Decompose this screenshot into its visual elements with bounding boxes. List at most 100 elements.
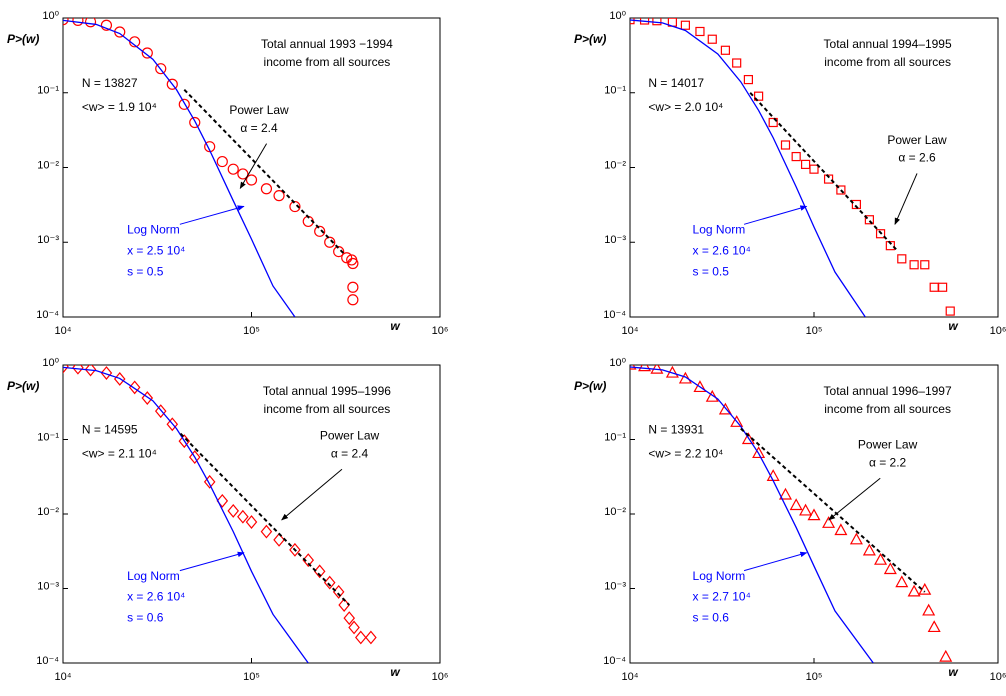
- annotation-x: x = 2.7 10⁴: [693, 590, 751, 604]
- data-point: [836, 185, 846, 195]
- data-point: [897, 254, 907, 264]
- data-point: [348, 620, 360, 635]
- lognormal-curve: [630, 19, 866, 317]
- power-law-arrow: [239, 143, 268, 190]
- x-tick-label: 10⁵: [806, 325, 823, 337]
- lognormal-curve: [630, 366, 874, 663]
- y-tick-label: 10⁻²: [604, 506, 626, 518]
- y-tick-label: 10⁻¹: [604, 85, 626, 97]
- x-tick-label: 10⁵: [243, 671, 260, 683]
- panel-subtitle: income from all sources: [824, 55, 951, 69]
- y-tick-label: 10⁻¹: [37, 431, 59, 443]
- x-axis-label: w: [390, 665, 400, 679]
- data-point: [245, 174, 258, 186]
- data-point: [237, 168, 249, 180]
- data-point: [188, 450, 201, 465]
- plot-frame: [62, 17, 441, 318]
- y-axis-label: P>(w): [574, 32, 606, 46]
- data-point: [341, 252, 353, 264]
- panel: 10⁴ 10⁵ 10⁶ 10⁻⁴ 10⁻³ 10⁻² 10⁻¹ 10⁰ w P>(w) Total …: [7, 10, 448, 337]
- data-point: [323, 575, 336, 590]
- data-point: [154, 404, 167, 419]
- y-tick-label: 10⁰: [42, 357, 59, 369]
- y-tick-label: 10⁻⁴: [603, 309, 626, 321]
- data-point: [302, 553, 315, 568]
- panel-title: Total annual 1996–1997: [824, 384, 952, 398]
- data-point: [245, 515, 258, 529]
- y-tick-label: 10⁻³: [604, 580, 626, 592]
- y-axis-label: P>(w): [7, 379, 39, 393]
- data-point: [938, 282, 948, 292]
- data-point: [289, 200, 301, 213]
- data-point: [84, 18, 97, 28]
- data-point: [875, 229, 886, 239]
- data-point: [695, 26, 705, 37]
- x-tick-label: 10⁵: [243, 325, 260, 337]
- data-point: [920, 260, 930, 270]
- data-point: [324, 236, 336, 248]
- data-point: [650, 365, 664, 374]
- lognormal-curve: [63, 366, 309, 663]
- data-point: [849, 532, 863, 545]
- data-point: [227, 163, 239, 175]
- data-point: [768, 117, 778, 128]
- y-tick-label: 10⁻⁴: [36, 309, 59, 321]
- plot-frame: [629, 17, 999, 318]
- x-tick-label: 10⁴: [622, 325, 639, 337]
- panel-subtitle: income from all sources: [264, 55, 391, 69]
- power-law-line: [749, 92, 898, 251]
- annotation-x: x = 2.5 10⁴: [127, 243, 185, 257]
- data-point: [718, 402, 732, 415]
- x-tick-label: 10⁶: [990, 325, 1006, 337]
- x-axis-label: w: [948, 319, 958, 333]
- annotation-mean: <w> = 2.0 10⁴: [648, 100, 723, 114]
- data-point: [766, 469, 780, 481]
- annotation-power-law: Power Law: [229, 103, 289, 117]
- data-point: [789, 498, 803, 511]
- log-norm-arrow: [743, 205, 808, 225]
- annotation-log-norm: Log Norm: [693, 569, 746, 583]
- data-point: [333, 245, 345, 258]
- data-point: [743, 74, 753, 85]
- annotation-alpha: α = 2.4: [331, 447, 369, 461]
- data-point: [918, 582, 932, 595]
- data-point: [63, 18, 69, 26]
- panel-title: Total annual 1994–1995: [824, 37, 952, 51]
- annotation-x: x = 2.6 10⁴: [127, 590, 185, 604]
- annotation-s: s = 0.5: [693, 264, 730, 278]
- y-tick-label: 10⁻¹: [604, 431, 626, 443]
- data-point: [273, 532, 285, 547]
- annotation-mean: <w> = 2.1 10⁴: [82, 447, 157, 461]
- data-point: [338, 598, 350, 612]
- data-point: [883, 562, 897, 575]
- data-point: [864, 215, 874, 225]
- data-point: [216, 155, 228, 168]
- y-tick-label: 10⁻³: [37, 580, 59, 592]
- data-point: [822, 516, 836, 528]
- data-point: [141, 391, 154, 405]
- power-law-arrow: [828, 477, 881, 521]
- y-tick-label: 10⁰: [42, 10, 59, 22]
- y-tick-label: 10⁻³: [604, 234, 626, 246]
- annotation-n: N = 14595: [82, 423, 138, 437]
- annotation-alpha: α = 2.2: [869, 456, 907, 470]
- plot-area: [630, 18, 955, 317]
- data-point: [730, 415, 744, 427]
- y-axis-label: P>(w): [7, 32, 39, 46]
- data-point: [314, 225, 326, 237]
- y-tick-label: 10⁻²: [37, 506, 59, 518]
- lognormal-curve: [63, 19, 296, 317]
- annotation-power-law: Power Law: [887, 133, 947, 147]
- data-point: [227, 503, 240, 518]
- data-point: [216, 493, 229, 508]
- data-point: [347, 281, 359, 293]
- log-norm-arrow: [179, 551, 245, 572]
- data-point: [778, 487, 793, 500]
- x-tick-label: 10⁶: [432, 671, 449, 683]
- data-point: [203, 474, 216, 489]
- panel: 10⁴ 10⁵ 10⁶ 10⁻⁴ 10⁻³ 10⁻² 10⁻¹ 10⁰ w P>(w) Total …: [7, 357, 448, 683]
- y-tick-label: 10⁰: [609, 357, 626, 369]
- annotation-s: s = 0.6: [693, 610, 730, 624]
- annotation-log-norm: Log Norm: [693, 222, 746, 236]
